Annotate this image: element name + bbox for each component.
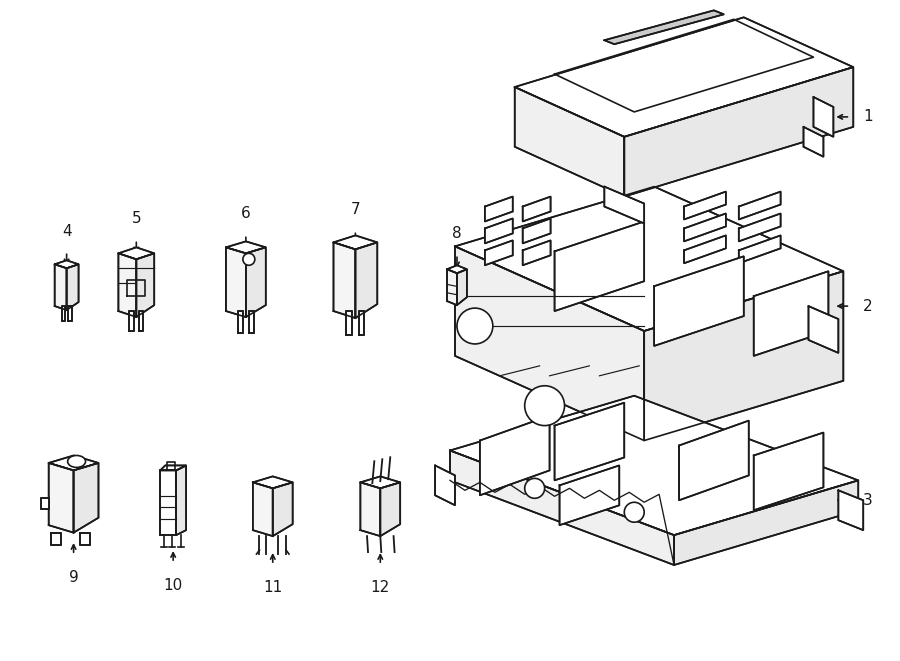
Polygon shape <box>176 465 186 535</box>
Circle shape <box>525 386 564 426</box>
Polygon shape <box>457 269 467 305</box>
Polygon shape <box>450 451 674 565</box>
Text: 1: 1 <box>863 110 873 124</box>
Polygon shape <box>485 196 513 221</box>
Polygon shape <box>455 247 644 440</box>
Polygon shape <box>68 306 72 321</box>
Polygon shape <box>253 483 273 536</box>
Polygon shape <box>50 533 60 545</box>
Polygon shape <box>273 483 292 536</box>
Text: 2: 2 <box>863 299 873 313</box>
Polygon shape <box>455 186 843 331</box>
Text: 8: 8 <box>452 226 462 241</box>
Polygon shape <box>67 264 78 310</box>
Polygon shape <box>334 243 356 318</box>
Text: 12: 12 <box>371 580 390 595</box>
Polygon shape <box>49 463 74 533</box>
Polygon shape <box>61 306 65 321</box>
Ellipse shape <box>68 455 86 467</box>
Polygon shape <box>684 214 725 241</box>
Polygon shape <box>253 477 292 488</box>
Polygon shape <box>753 271 828 356</box>
Polygon shape <box>346 311 352 335</box>
Polygon shape <box>804 127 824 157</box>
Polygon shape <box>160 465 186 471</box>
Polygon shape <box>40 498 49 509</box>
Text: 6: 6 <box>241 206 251 221</box>
Text: 10: 10 <box>164 578 183 593</box>
Polygon shape <box>74 463 98 533</box>
Text: 11: 11 <box>263 580 283 595</box>
Polygon shape <box>79 533 89 545</box>
Polygon shape <box>644 271 843 440</box>
Polygon shape <box>226 241 266 253</box>
Polygon shape <box>523 241 551 265</box>
Polygon shape <box>450 396 859 535</box>
Polygon shape <box>447 269 457 305</box>
Polygon shape <box>356 243 377 318</box>
Polygon shape <box>839 490 863 530</box>
Polygon shape <box>130 311 133 331</box>
Polygon shape <box>249 311 254 333</box>
Polygon shape <box>515 17 853 137</box>
Polygon shape <box>238 311 243 333</box>
Polygon shape <box>136 253 154 317</box>
Text: 5: 5 <box>131 212 141 227</box>
Polygon shape <box>360 483 381 536</box>
Polygon shape <box>684 235 725 263</box>
Polygon shape <box>674 481 859 565</box>
Polygon shape <box>334 235 377 249</box>
Polygon shape <box>480 416 550 495</box>
Polygon shape <box>246 247 266 317</box>
Text: 7: 7 <box>351 202 360 217</box>
Polygon shape <box>485 241 513 265</box>
Text: 3: 3 <box>863 493 873 508</box>
Polygon shape <box>360 477 400 488</box>
Polygon shape <box>119 247 154 259</box>
Circle shape <box>525 479 544 498</box>
Polygon shape <box>49 455 98 471</box>
Polygon shape <box>654 256 743 346</box>
Polygon shape <box>381 483 400 536</box>
Polygon shape <box>684 192 725 219</box>
Text: 4: 4 <box>62 224 71 239</box>
Circle shape <box>457 308 493 344</box>
Polygon shape <box>814 97 833 137</box>
Polygon shape <box>739 214 780 241</box>
Polygon shape <box>604 186 644 223</box>
Polygon shape <box>55 264 67 310</box>
Text: 9: 9 <box>68 570 78 585</box>
Polygon shape <box>808 306 839 353</box>
Circle shape <box>625 502 644 522</box>
Polygon shape <box>515 87 625 196</box>
Polygon shape <box>523 196 551 221</box>
Circle shape <box>243 253 255 265</box>
Polygon shape <box>554 403 625 481</box>
Polygon shape <box>447 265 467 273</box>
Polygon shape <box>359 311 364 335</box>
Polygon shape <box>435 465 455 505</box>
Polygon shape <box>55 260 78 268</box>
Polygon shape <box>560 465 619 525</box>
Polygon shape <box>739 235 780 263</box>
Polygon shape <box>604 11 724 44</box>
Polygon shape <box>753 432 824 510</box>
Polygon shape <box>739 192 780 219</box>
Polygon shape <box>119 253 136 317</box>
Polygon shape <box>625 67 853 196</box>
Polygon shape <box>485 219 513 243</box>
Polygon shape <box>160 471 176 535</box>
Polygon shape <box>554 221 644 311</box>
Polygon shape <box>226 247 246 317</box>
Polygon shape <box>679 420 749 500</box>
Polygon shape <box>140 311 143 331</box>
Polygon shape <box>523 219 551 243</box>
